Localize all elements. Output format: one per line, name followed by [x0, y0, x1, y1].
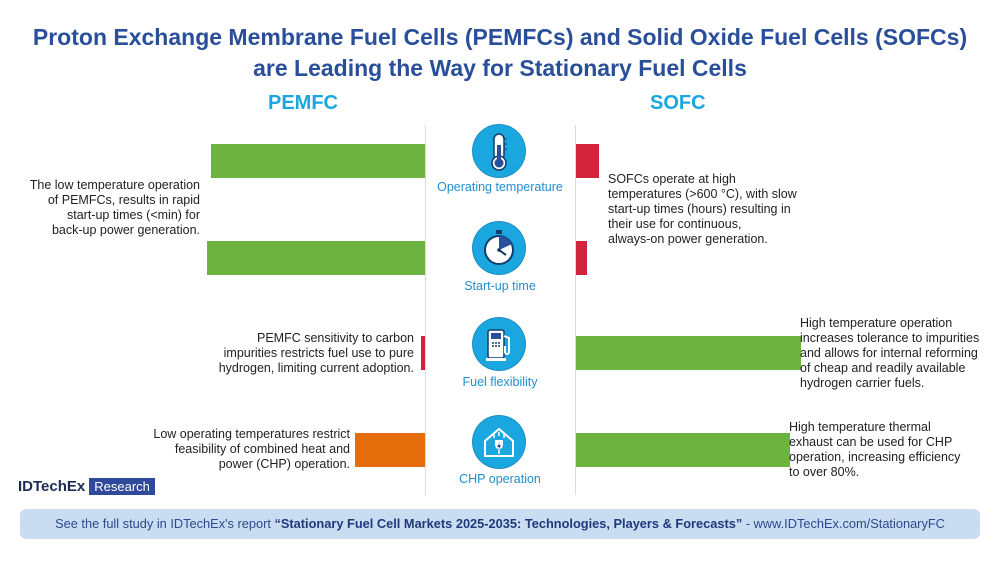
right-divider: [575, 125, 576, 495]
footer-banner: See the full study in IDTechEx's report …: [20, 509, 980, 539]
sofc-text-fuel-flexibility: High temperature operation increases tol…: [800, 316, 980, 390]
title-line-2: are Leading the Way for Stationary Fuel …: [253, 55, 747, 81]
sofc-text-chp-operation: High temperature thermal exhaust can be …: [789, 420, 961, 479]
category-start-up-time: Start-up time: [464, 279, 536, 293]
fuel-pump-icon: [473, 318, 525, 370]
footer-report-title: “Stationary Fuel Cell Markets 2025-2035:…: [274, 516, 743, 531]
logo-badge: Research: [89, 478, 155, 495]
house-energy-icon: [473, 416, 525, 468]
sofc-text-operating-temperature: SOFCs operate at high temperatures (>600…: [608, 172, 797, 246]
pemfc-text-operating-temperature: The low temperature operation of PEMFCs,…: [29, 178, 200, 237]
category-fuel-flexibility: Fuel flexibility: [462, 375, 538, 389]
category-chp-operation: CHP operation: [459, 472, 541, 486]
footer-prefix: See the full study in IDTechEx's report: [55, 516, 275, 531]
pemfc-header: PEMFC: [268, 92, 338, 114]
category-operating-temperature: Operating temperature: [437, 180, 563, 194]
pemfc-bar-chp-operation: [355, 433, 425, 467]
thermometer-icon: [473, 125, 525, 177]
pemfc-text-chp-operation: Low operating temperatures restrict feas…: [153, 427, 350, 471]
sofc-bar-operating-temperature: [576, 144, 599, 178]
logo-brand: IDTechEx: [18, 478, 86, 495]
pemfc-bar-start-up-time: [207, 241, 425, 275]
sofc-header: SOFC: [650, 92, 706, 114]
footer-link[interactable]: - www.IDTechEx.com/StationaryFC: [742, 516, 945, 531]
sofc-bar-fuel-flexibility: [576, 336, 801, 370]
idtechex-logo: IDTechEx Research: [18, 478, 155, 495]
pemfc-bar-fuel-flexibility: [421, 336, 425, 370]
page-title: Proton Exchange Membrane Fuel Cells (PEM…: [0, 22, 1000, 84]
left-divider: [425, 125, 426, 495]
title-line-1: Proton Exchange Membrane Fuel Cells (PEM…: [32, 24, 968, 50]
stopwatch-icon: [473, 222, 525, 274]
pemfc-bar-operating-temperature: [211, 144, 425, 178]
sofc-bar-chp-operation: [576, 433, 790, 467]
sofc-bar-start-up-time: [576, 241, 587, 275]
pemfc-text-fuel-flexibility: PEMFC sensitivity to carbon impurities r…: [218, 331, 414, 375]
